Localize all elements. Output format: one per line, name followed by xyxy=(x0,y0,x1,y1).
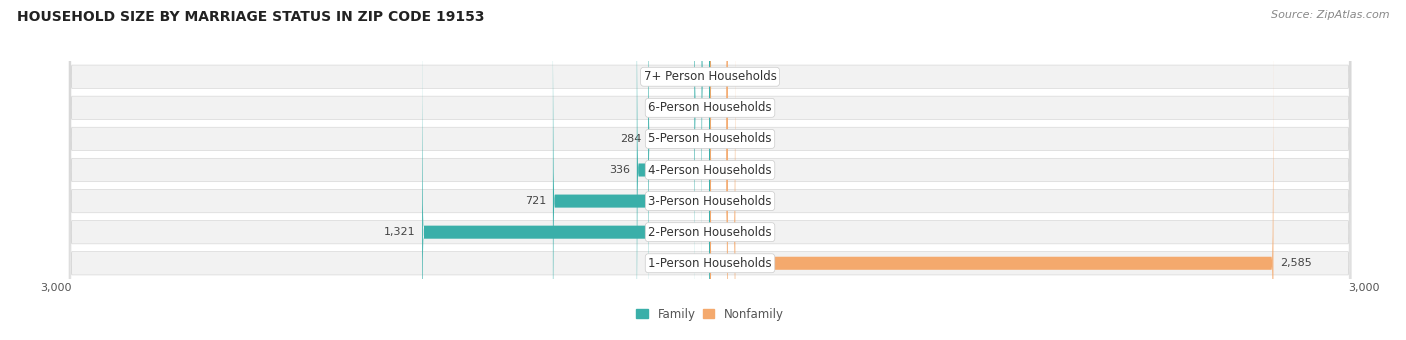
FancyBboxPatch shape xyxy=(69,0,1351,340)
Text: Source: ZipAtlas.com: Source: ZipAtlas.com xyxy=(1271,10,1389,20)
FancyBboxPatch shape xyxy=(553,0,710,340)
Text: 0: 0 xyxy=(734,72,741,82)
FancyBboxPatch shape xyxy=(710,0,735,340)
Text: 7+ Person Households: 7+ Person Households xyxy=(644,70,776,83)
FancyBboxPatch shape xyxy=(69,0,1351,340)
Text: 2,585: 2,585 xyxy=(1279,258,1312,268)
Legend: Family, Nonfamily: Family, Nonfamily xyxy=(637,308,783,321)
Text: 1,321: 1,321 xyxy=(384,227,416,237)
FancyBboxPatch shape xyxy=(69,0,1351,340)
FancyBboxPatch shape xyxy=(710,0,727,340)
FancyBboxPatch shape xyxy=(710,0,727,340)
FancyBboxPatch shape xyxy=(69,0,1351,340)
FancyBboxPatch shape xyxy=(69,0,1351,340)
Text: HOUSEHOLD SIZE BY MARRIAGE STATUS IN ZIP CODE 19153: HOUSEHOLD SIZE BY MARRIAGE STATUS IN ZIP… xyxy=(17,10,485,24)
Text: 74: 74 xyxy=(734,134,748,144)
FancyBboxPatch shape xyxy=(710,0,727,319)
FancyBboxPatch shape xyxy=(710,0,727,340)
Text: 39: 39 xyxy=(681,72,695,82)
Text: 72: 72 xyxy=(673,103,688,113)
FancyBboxPatch shape xyxy=(702,0,710,319)
FancyBboxPatch shape xyxy=(648,0,710,340)
FancyBboxPatch shape xyxy=(710,0,727,340)
Text: 336: 336 xyxy=(609,165,630,175)
FancyBboxPatch shape xyxy=(69,0,1351,340)
FancyBboxPatch shape xyxy=(69,0,1351,340)
Text: 56: 56 xyxy=(734,196,748,206)
FancyBboxPatch shape xyxy=(710,21,1274,340)
Text: 721: 721 xyxy=(524,196,547,206)
Text: 0: 0 xyxy=(734,165,741,175)
FancyBboxPatch shape xyxy=(422,0,710,340)
Text: 6-Person Households: 6-Person Households xyxy=(648,101,772,114)
Text: 2-Person Households: 2-Person Households xyxy=(648,226,772,239)
FancyBboxPatch shape xyxy=(637,0,710,340)
Text: 1-Person Households: 1-Person Households xyxy=(648,257,772,270)
Text: 116: 116 xyxy=(742,227,763,237)
Text: 4-Person Households: 4-Person Households xyxy=(648,164,772,176)
Text: 3-Person Households: 3-Person Households xyxy=(648,194,772,208)
Text: 284: 284 xyxy=(620,134,641,144)
Text: 5-Person Households: 5-Person Households xyxy=(648,132,772,146)
Text: 0: 0 xyxy=(734,103,741,113)
FancyBboxPatch shape xyxy=(695,0,710,340)
